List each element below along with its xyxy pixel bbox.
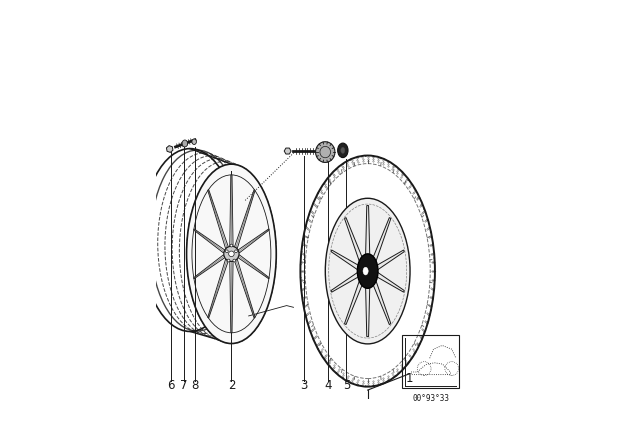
- Text: 8: 8: [191, 379, 199, 392]
- Ellipse shape: [340, 147, 345, 154]
- Circle shape: [224, 246, 239, 262]
- Polygon shape: [344, 277, 364, 325]
- Circle shape: [225, 250, 228, 253]
- Polygon shape: [375, 271, 404, 292]
- Ellipse shape: [182, 140, 188, 147]
- Circle shape: [235, 250, 237, 253]
- Polygon shape: [230, 262, 233, 333]
- Text: 00°93°33: 00°93°33: [412, 393, 449, 403]
- Polygon shape: [208, 259, 228, 318]
- Polygon shape: [230, 175, 233, 246]
- Polygon shape: [331, 250, 360, 271]
- Ellipse shape: [363, 267, 368, 275]
- Polygon shape: [344, 218, 364, 265]
- Polygon shape: [331, 271, 360, 292]
- Circle shape: [233, 259, 236, 262]
- Ellipse shape: [192, 139, 196, 145]
- Polygon shape: [284, 148, 291, 154]
- Ellipse shape: [357, 254, 378, 289]
- Circle shape: [230, 244, 233, 247]
- Polygon shape: [234, 259, 255, 318]
- Text: 6: 6: [167, 379, 175, 392]
- Circle shape: [228, 251, 234, 257]
- Polygon shape: [365, 206, 370, 263]
- Ellipse shape: [187, 164, 276, 344]
- Polygon shape: [194, 254, 225, 279]
- Ellipse shape: [325, 198, 410, 344]
- Text: 3: 3: [300, 379, 308, 392]
- Polygon shape: [365, 280, 370, 336]
- Polygon shape: [208, 190, 228, 249]
- Polygon shape: [238, 229, 269, 253]
- Circle shape: [227, 259, 230, 262]
- Polygon shape: [371, 277, 391, 325]
- Bar: [402, 335, 459, 388]
- Text: 1: 1: [405, 371, 413, 384]
- Polygon shape: [375, 250, 404, 271]
- Polygon shape: [371, 218, 391, 265]
- Polygon shape: [194, 229, 225, 253]
- Text: 7: 7: [180, 379, 188, 392]
- Text: 2: 2: [228, 379, 235, 392]
- Polygon shape: [238, 254, 269, 279]
- Text: 4: 4: [324, 379, 332, 392]
- Polygon shape: [166, 146, 173, 152]
- Text: 5: 5: [343, 379, 351, 392]
- Ellipse shape: [316, 142, 335, 163]
- Ellipse shape: [338, 143, 348, 158]
- Polygon shape: [234, 190, 255, 249]
